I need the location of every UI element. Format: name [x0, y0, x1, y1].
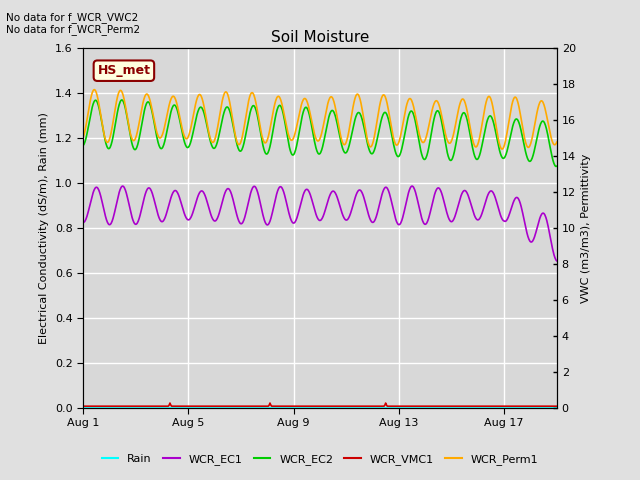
Title: Soil Moisture: Soil Moisture: [271, 30, 369, 46]
Y-axis label: VWC (m3/m3), Permittivity: VWC (m3/m3), Permittivity: [581, 153, 591, 303]
Y-axis label: Electrical Conductivity (dS/m), Rain (mm): Electrical Conductivity (dS/m), Rain (mm…: [40, 112, 49, 344]
Legend: Rain, WCR_EC1, WCR_EC2, WCR_VMC1, WCR_Perm1: Rain, WCR_EC1, WCR_EC2, WCR_VMC1, WCR_Pe…: [97, 450, 543, 469]
Text: HS_met: HS_met: [97, 64, 150, 77]
Text: No data for f_WCR_Perm2: No data for f_WCR_Perm2: [6, 24, 141, 35]
Text: No data for f_WCR_VWC2: No data for f_WCR_VWC2: [6, 12, 139, 23]
